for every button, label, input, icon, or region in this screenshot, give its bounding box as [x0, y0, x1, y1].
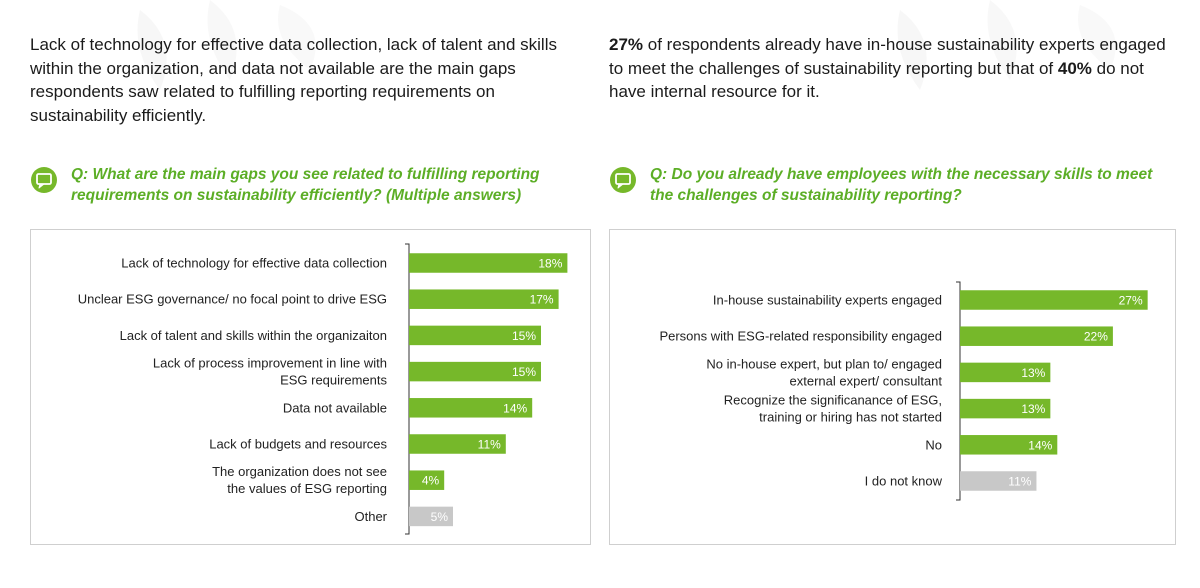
gaps-bar	[409, 289, 559, 309]
skills-value-label: 11%	[1008, 475, 1031, 489]
gaps-axis	[405, 243, 410, 535]
gaps-category-label: Unclear ESG governance/ no focal point t…	[78, 292, 387, 307]
gaps-bar	[409, 253, 568, 273]
gaps-value-label: 15%	[512, 365, 536, 379]
gaps-value-label: 14%	[503, 401, 527, 415]
skills-value-label: 13%	[1021, 402, 1045, 416]
skills-category-label: external expert/ consultant	[790, 373, 943, 388]
gaps-value-label: 15%	[512, 329, 536, 343]
skills-value-label: 13%	[1021, 366, 1045, 380]
left-intro-text: Lack of technology for effective data co…	[30, 35, 557, 125]
chat-bubble-icon	[31, 167, 57, 193]
gaps-value-label: 17%	[530, 293, 554, 307]
gaps-bar	[409, 434, 506, 454]
skills-chart-svg: 27% In-house sustainability experts engag…	[659, 281, 1148, 501]
skills-bar	[960, 471, 1037, 491]
skills-category-label: No	[925, 437, 942, 452]
gaps-category-label: Lack of budgets and resources	[209, 437, 387, 452]
skills-value-label: 22%	[1084, 330, 1108, 344]
gaps-value-label: 5%	[431, 510, 449, 524]
right-intro-part: 27%	[609, 35, 644, 54]
gaps-category-label: Lack of talent and skills within the org…	[120, 328, 387, 343]
skills-category-label: Recognize the significanance of ESG,	[724, 393, 942, 408]
gaps-category-label: Other	[354, 509, 387, 524]
gaps-value-label: 4%	[422, 474, 440, 488]
skills-category-label: training or hiring has not started	[759, 410, 942, 425]
skills-category-label: I do not know	[865, 474, 943, 489]
skills-bar	[960, 398, 1051, 419]
skills-bar	[960, 326, 1113, 346]
gaps-category-label: Data not available	[283, 400, 387, 415]
gaps-category-label: the values of ESG reporting	[227, 481, 387, 496]
skills-value-label: 27%	[1119, 294, 1143, 308]
gaps-value-label: 18%	[538, 257, 562, 271]
gaps-bar	[409, 325, 541, 346]
skills-category-label: In-house sustainability experts engaged	[713, 293, 942, 308]
gaps-chart: 18% Lack of technology for effective data…	[30, 229, 591, 545]
gaps-category-label: Lack of process improvement in line with	[153, 356, 387, 371]
left-question: Q: What are the main gaps you see relate…	[30, 164, 595, 214]
gaps-bar	[409, 470, 445, 490]
gaps-category-label: Lack of technology for effective data co…	[121, 256, 387, 271]
skills-bar	[960, 435, 1058, 455]
gaps-bar	[409, 398, 533, 418]
skills-category-label: No in-house expert, but plan to/ engaged	[706, 356, 942, 371]
right-intro-part: 40%	[1057, 58, 1092, 78]
right-panel: 27% of respondents already have in-house…	[609, 0, 1176, 588]
skills-axis	[956, 281, 961, 501]
gaps-chart-svg: 18% Lack of technology for effective data…	[78, 243, 568, 535]
right-intro-part: do not have internal resource for it.	[609, 58, 1144, 102]
gaps-category-label: The organization does not see	[212, 464, 387, 479]
skills-category-label: Persons with ESG-related responsibility …	[659, 329, 942, 344]
gaps-bar	[409, 506, 453, 527]
skills-value-label: 14%	[1028, 438, 1052, 452]
right-question: Q: Do you already have employees with th…	[609, 164, 1174, 214]
left-question-text: Q: What are the main gaps you see relate…	[71, 166, 540, 204]
right-intro-text: 27% of respondents already have in-house…	[609, 33, 1169, 104]
skills-bar	[960, 290, 1148, 310]
skills-bar	[960, 362, 1051, 383]
right-question-text: Q: Do you already have employees with th…	[650, 166, 1153, 204]
gaps-category-label: ESG requirements	[280, 373, 387, 388]
left-panel: Lack of technology for effective data co…	[30, 0, 591, 588]
chat-bubble-icon	[610, 167, 636, 193]
gaps-bar	[409, 361, 541, 382]
gaps-value-label: 11%	[478, 438, 501, 452]
right-intro-part: of respondents already have in-house sus…	[609, 35, 1166, 78]
skills-chart: 27% In-house sustainability experts engag…	[609, 229, 1176, 545]
